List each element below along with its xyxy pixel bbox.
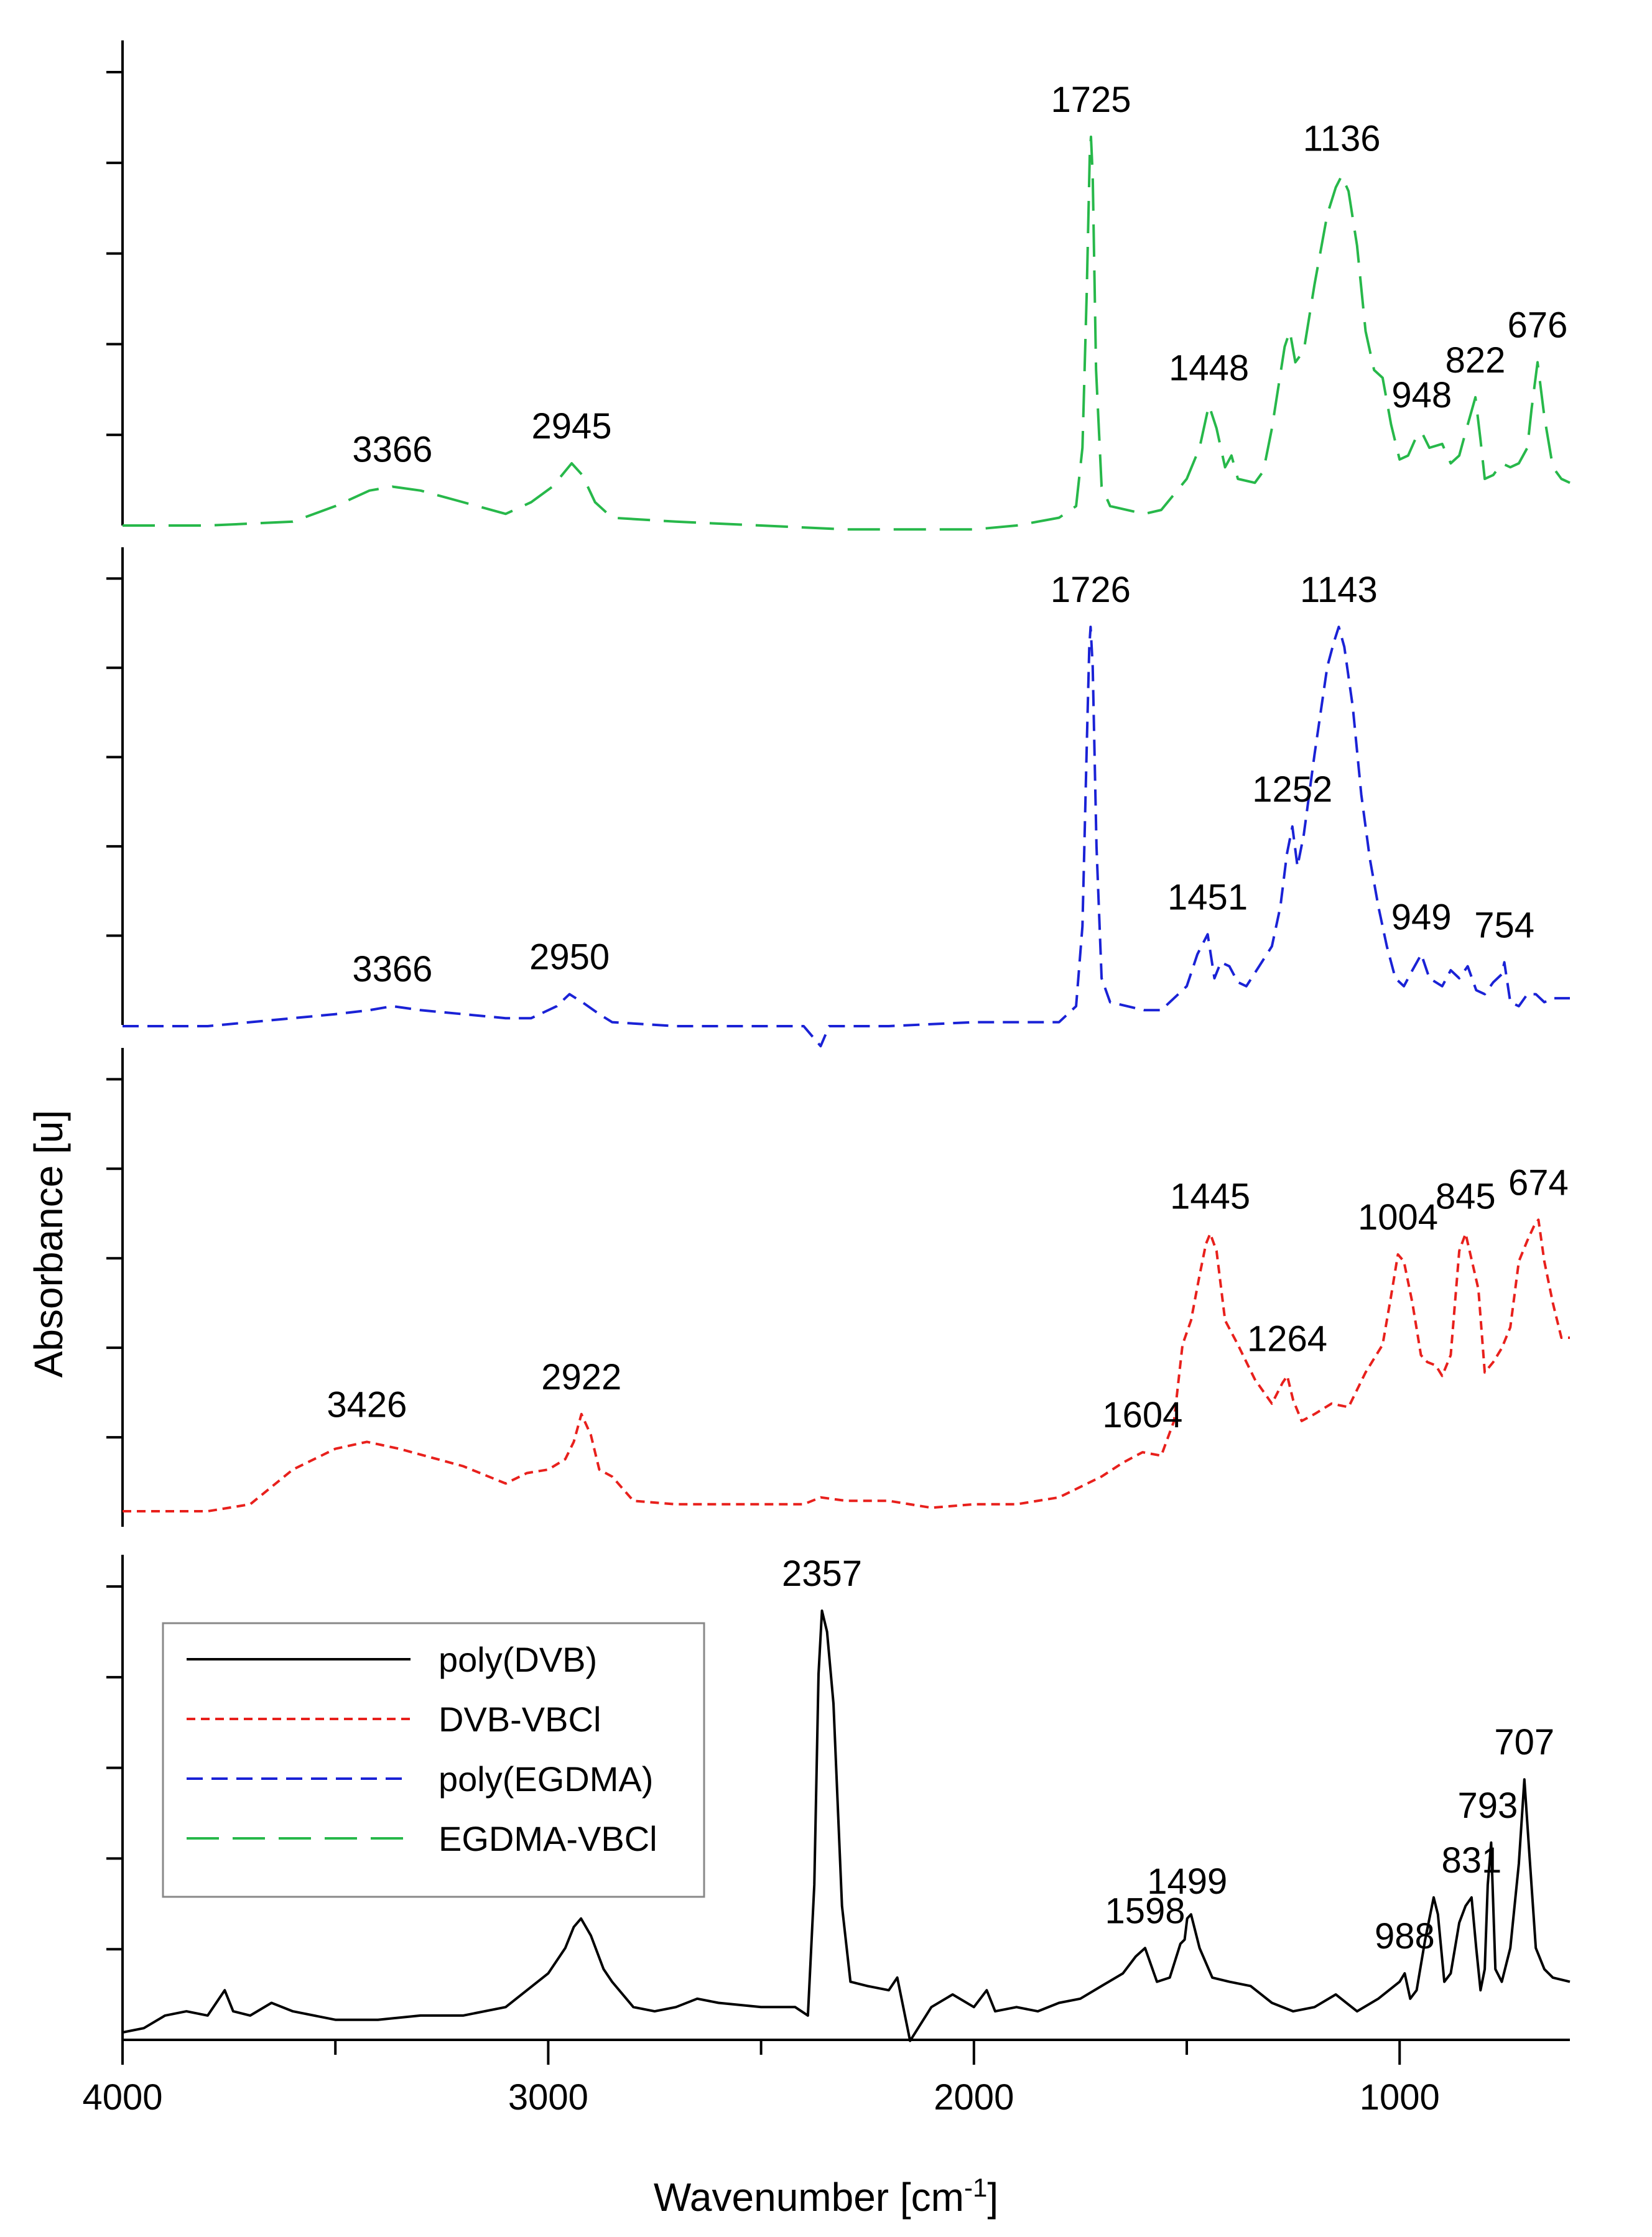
x-axis-title-tail: ] [987, 2175, 998, 2220]
peak-label: 1445 [1170, 1177, 1250, 1217]
peak-label: 2950 [529, 937, 610, 978]
peak-label: 3366 [352, 949, 432, 989]
legend: poly(DVB) DVB-VBCl poly(EGDMA) EGDMA-VBCl [162, 1622, 705, 1898]
peak-label: 2945 [532, 406, 612, 447]
legend-label: poly(DVB) [439, 1640, 597, 1679]
peak-label: 1448 [1169, 348, 1249, 388]
peak-label: 676 [1508, 305, 1568, 346]
legend-label: DVB-VBCl [439, 1700, 601, 1739]
x-tick-label: 4000 [82, 2077, 162, 2118]
series-line-poly-dvb- [122, 1609, 1571, 2042]
legend-box [162, 1622, 705, 1898]
peak-label: 822 [1446, 340, 1506, 381]
peak-label: 1004 [1358, 1197, 1438, 1238]
legend-items: poly(DVB) DVB-VBCl poly(EGDMA) EGDMA-VBCl [187, 1640, 657, 1858]
x-axis-title-main: Wavenumber [cm [654, 2175, 964, 2220]
peak-label: 707 [1494, 1722, 1554, 1762]
peak-label: 1499 [1147, 1861, 1227, 1902]
peak-label: 1264 [1247, 1318, 1327, 1359]
series-line-dvb-vbcl [123, 1218, 1570, 1512]
peak-label: 793 [1458, 1785, 1518, 1826]
peak-label: 1252 [1252, 769, 1332, 810]
peak-label: 831 [1442, 1840, 1502, 1881]
x-axis-title-sup: -1 [964, 2173, 987, 2202]
peak-label: 3426 [327, 1384, 407, 1425]
peak-label: 845 [1436, 1177, 1496, 1217]
peak-label: 1143 [1300, 570, 1378, 610]
x-tick-label: 1000 [1360, 2077, 1440, 2118]
peak-label: 754 [1474, 905, 1534, 945]
y-axis-title: Absorbance [u] [26, 1110, 71, 1378]
peak-label: 2922 [541, 1357, 621, 1397]
peak-label: 1725 [1051, 80, 1131, 120]
peak-label: 1604 [1102, 1395, 1182, 1435]
peak-label: 949 [1391, 897, 1452, 937]
x-tick-label: 3000 [508, 2077, 588, 2118]
axes-group: 4000 3000 2000 1000 [82, 40, 1570, 2118]
x-axis-title: Wavenumber [cm-1] [654, 2173, 998, 2220]
peak-label: 1598 [1105, 1891, 1185, 1931]
peak-label: 1726 [1051, 570, 1131, 610]
peak-label: 3366 [352, 430, 432, 470]
series-line-egdma-vbcl [123, 136, 1571, 531]
peak-label: 2357 [782, 1554, 862, 1594]
peak-label: 1136 [1303, 119, 1381, 159]
peak-label: 988 [1375, 1916, 1435, 1957]
peak-label: 948 [1391, 375, 1452, 415]
x-tick-label: 2000 [934, 2077, 1014, 2118]
peak-label: 1451 [1167, 877, 1248, 917]
peak-label: 674 [1508, 1162, 1569, 1203]
legend-label: EGDMA-VBCl [439, 1819, 657, 1858]
legend-label: poly(EGDMA) [439, 1759, 653, 1799]
series-line-poly-egdma- [123, 626, 1570, 1048]
series-group [122, 136, 1571, 2042]
